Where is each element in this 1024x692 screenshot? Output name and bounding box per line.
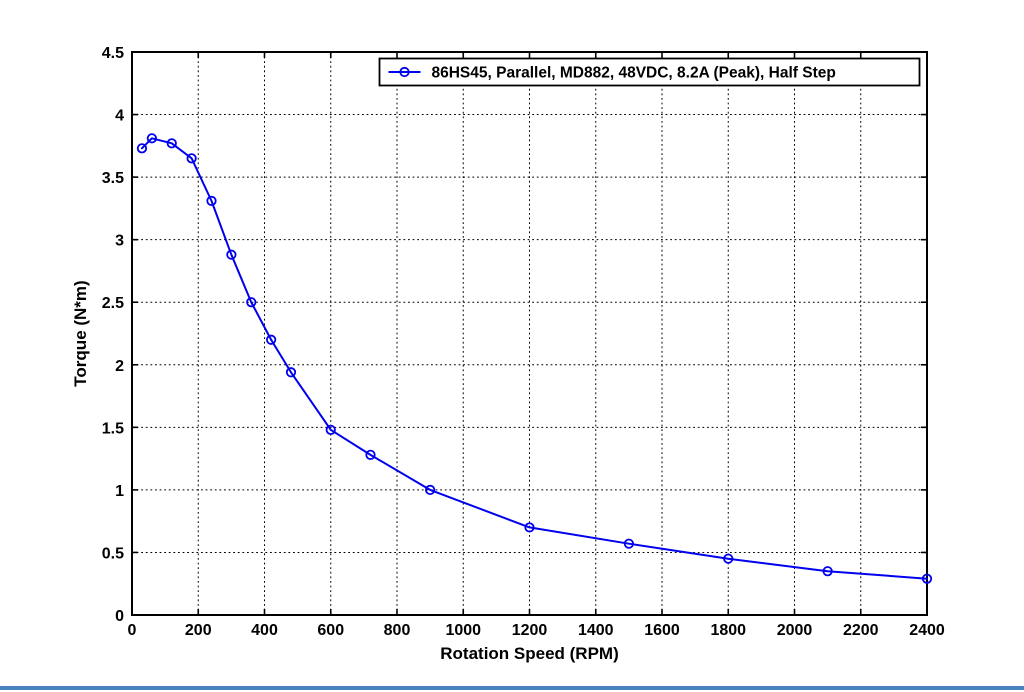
data-point-marker — [285, 367, 297, 378]
legend-label: 86HS45, Parallel, MD882, 48VDC, 8.2A (Pe… — [432, 65, 836, 82]
x-tick-label: 1000 — [445, 622, 481, 639]
legend-marker-sample — [399, 66, 410, 78]
data-point-marker — [524, 522, 535, 533]
data-point-marker — [226, 249, 237, 260]
x-tick-label: 2200 — [843, 622, 879, 639]
data-point-marker — [266, 334, 277, 345]
x-tick-label: 1800 — [710, 622, 746, 639]
x-tick-label: 1200 — [512, 622, 548, 639]
data-point-marker — [425, 484, 436, 495]
y-tick-label: 2 — [115, 358, 124, 375]
x-tick-label: 400 — [251, 622, 278, 639]
y-tick-label: 1 — [115, 483, 124, 500]
data-point-marker — [723, 553, 734, 564]
y-tick-label: 4.5 — [102, 45, 124, 62]
data-point-marker — [921, 573, 933, 584]
y-tick-label: 4 — [115, 108, 124, 125]
data-point-marker — [822, 566, 833, 577]
data-point-marker — [206, 195, 217, 206]
data-point-marker — [325, 424, 336, 435]
y-tick-label: 0.5 — [102, 545, 124, 562]
y-tick-label: 2.5 — [102, 295, 124, 312]
plot-frame — [131, 51, 928, 616]
y-tick-label: 3.5 — [102, 170, 124, 187]
y-axis-label: Torque (N*m) — [71, 280, 90, 386]
x-tick-label: 2000 — [777, 622, 813, 639]
x-tick-label: 600 — [317, 622, 344, 639]
series-line — [140, 137, 928, 580]
y-tick-label: 1.5 — [102, 420, 124, 437]
data-point-marker — [136, 143, 148, 154]
data-point-marker — [365, 449, 376, 460]
x-tick-label: 0 — [128, 622, 137, 639]
data-point-marker — [246, 297, 257, 308]
x-tick-label: 800 — [384, 622, 411, 639]
x-tick-label: 200 — [185, 622, 212, 639]
bottom-accent-bar — [0, 686, 1024, 690]
x-tick-label: 1600 — [644, 622, 680, 639]
y-tick-label: 3 — [115, 233, 124, 250]
legend-box — [378, 57, 921, 87]
data-point-marker — [146, 133, 157, 144]
data-point-marker — [623, 538, 634, 549]
x-tick-label: 1400 — [578, 622, 614, 639]
y-tick-label: 0 — [115, 608, 124, 625]
x-axis-label: Rotation Speed (RPM) — [440, 644, 619, 663]
x-tick-label: 2400 — [909, 622, 945, 639]
data-point-marker — [186, 153, 197, 164]
data-point-marker — [166, 138, 177, 149]
